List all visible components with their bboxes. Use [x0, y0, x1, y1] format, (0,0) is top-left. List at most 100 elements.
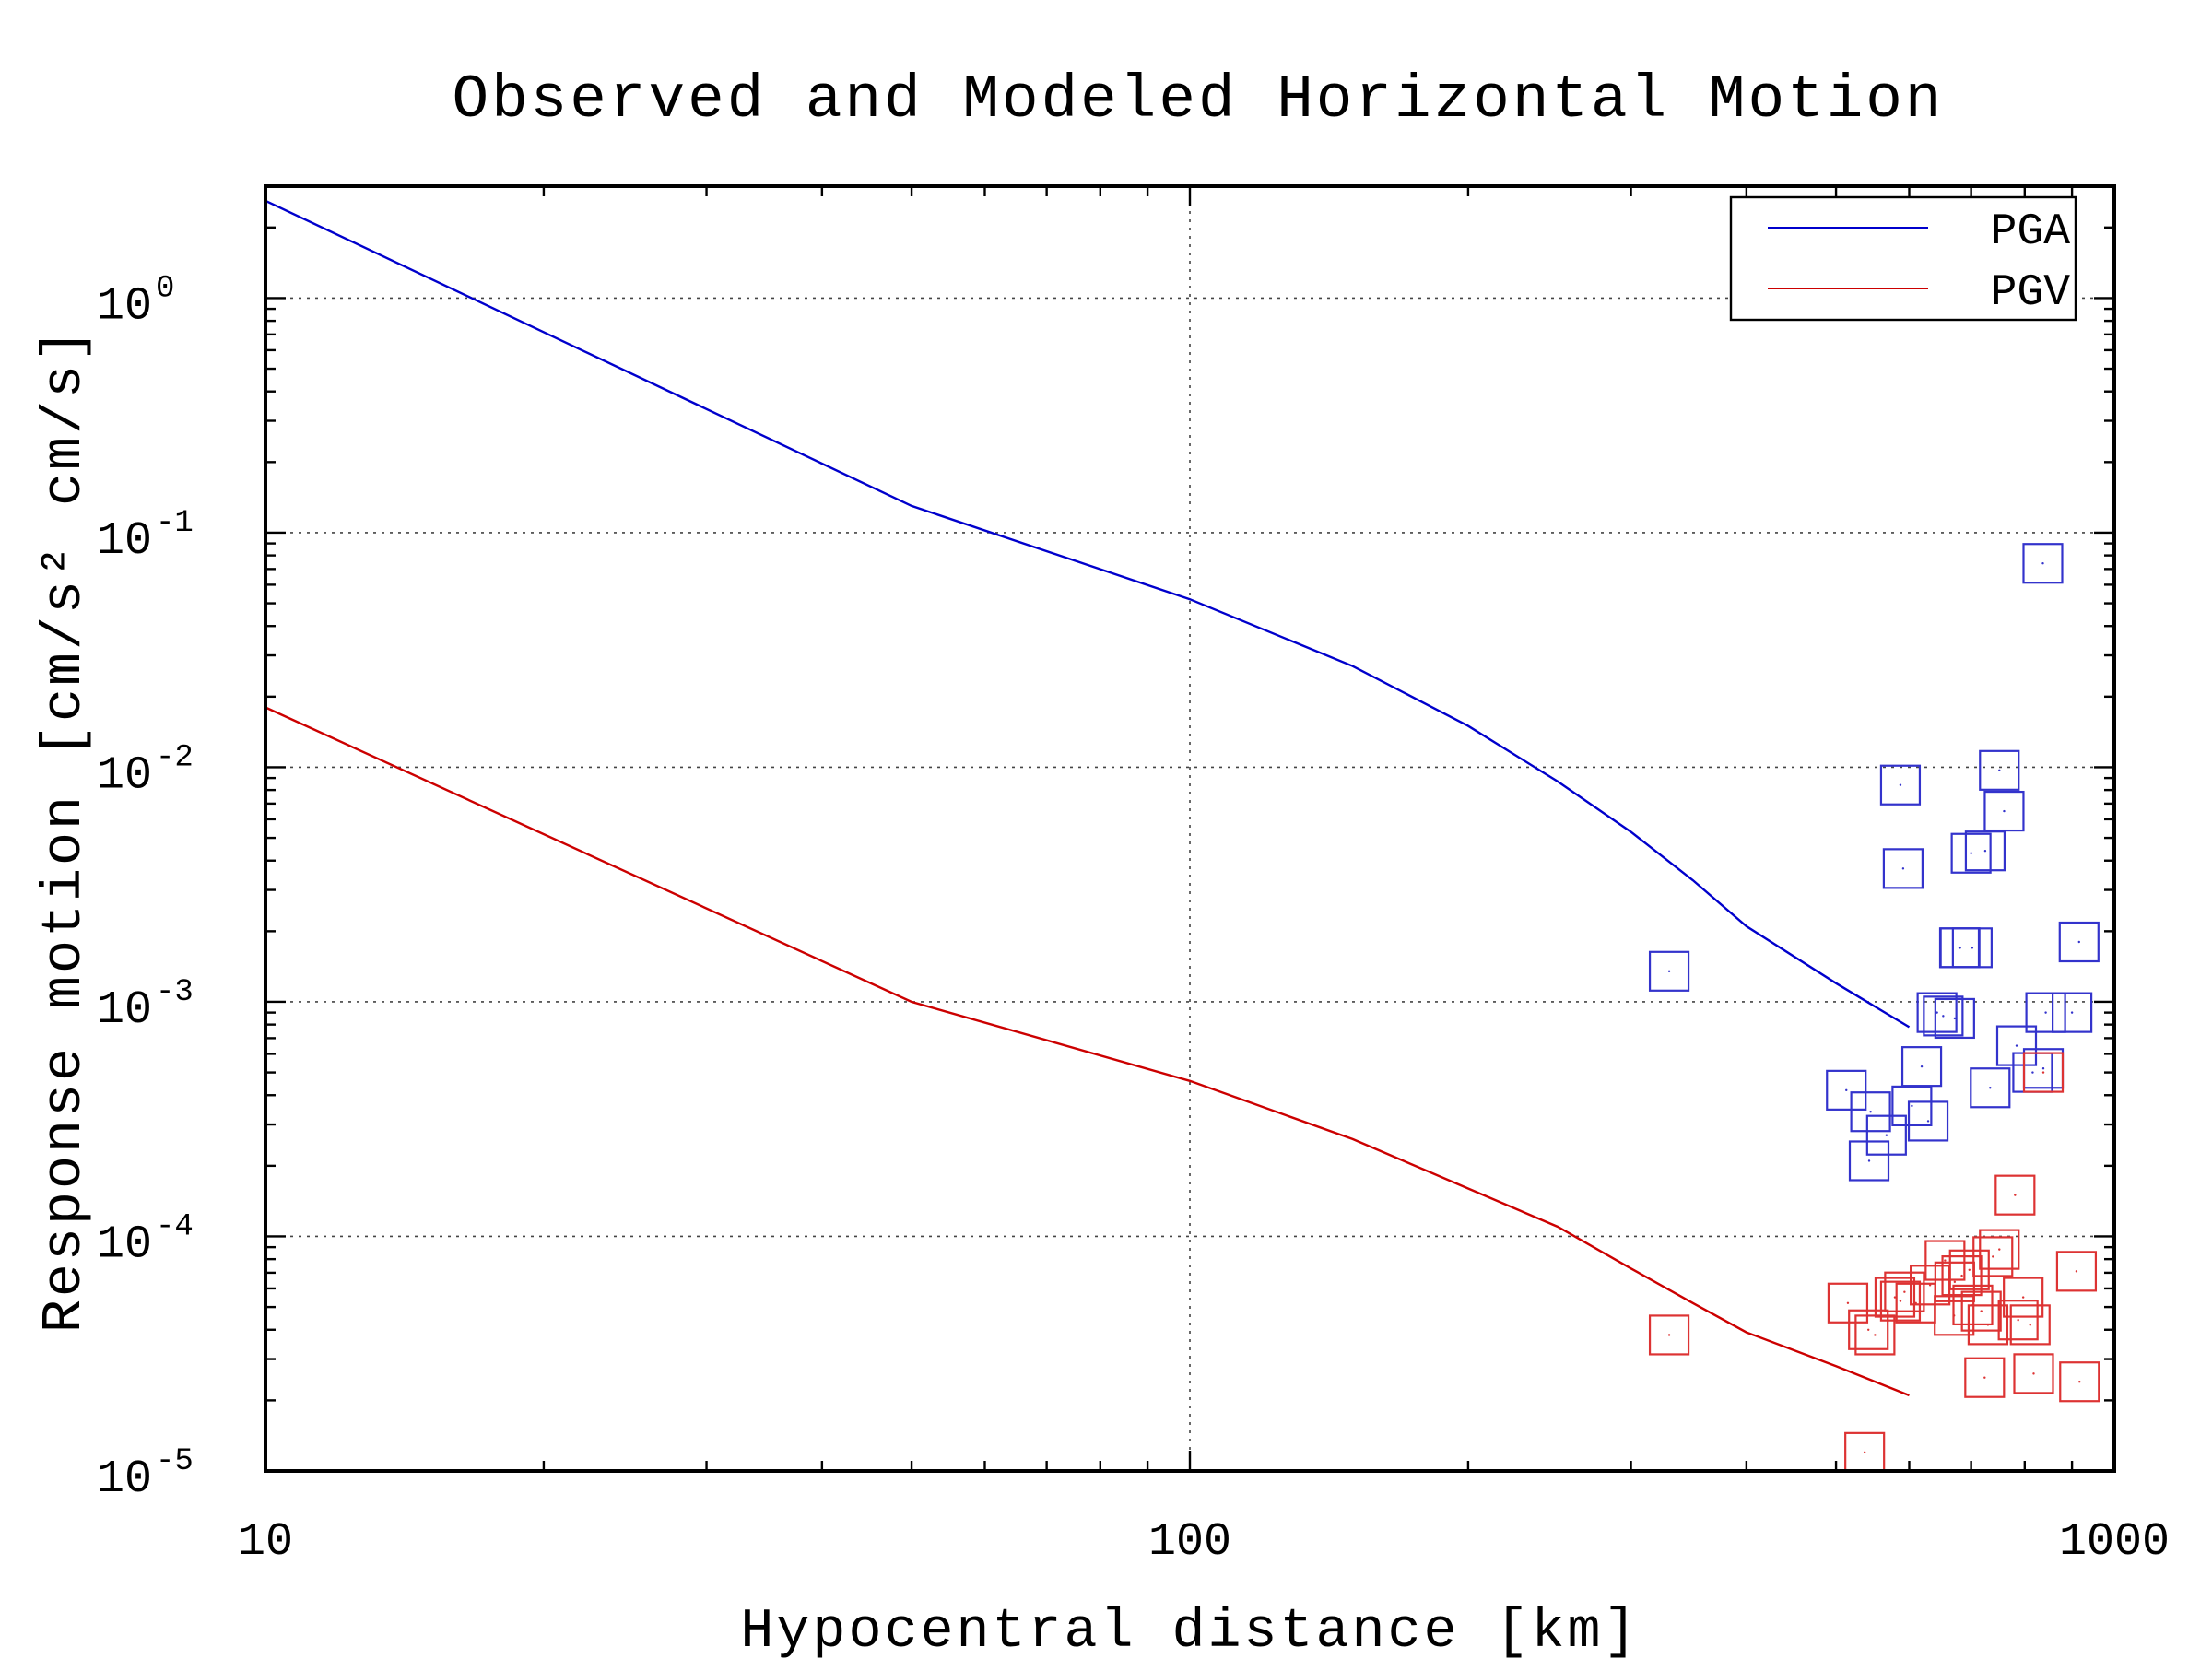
series-markers-pgv-observed: [1648, 1052, 2100, 1473]
data-point-marker: [1934, 1261, 1975, 1302]
data-point-marker: [1934, 997, 1975, 1040]
data-point-center: [1920, 1065, 1924, 1068]
legend-label-pgv: PGV: [1991, 268, 2071, 318]
data-point-center: [2075, 1270, 2078, 1273]
data-point-marker: [1972, 1236, 2014, 1277]
data-point-center: [1893, 1296, 1897, 1299]
data-point-marker: [1907, 1100, 1949, 1142]
data-point-center: [2078, 1381, 2081, 1383]
data-point-marker: [1648, 1314, 1690, 1356]
data-point-center: [2041, 562, 2044, 565]
data-point-marker: [1948, 1249, 1990, 1290]
data-point-marker: [2058, 921, 2100, 963]
chart-title: Observed and Modeled Horizontal Motion: [452, 65, 1944, 135]
data-point-center: [2003, 809, 2006, 813]
data-point-center: [1903, 1290, 1906, 1293]
data-point-center: [2029, 1324, 2031, 1326]
data-point-marker: [1882, 848, 1924, 889]
data-point-center: [2070, 1011, 2074, 1014]
data-point-marker: [1884, 1271, 1925, 1312]
data-point-center: [1989, 1087, 1992, 1089]
data-point-marker: [1827, 1282, 1869, 1324]
data-point-marker: [1848, 1140, 1890, 1182]
data-point-marker: [2003, 1277, 2044, 1318]
data-point-marker: [2022, 1052, 2065, 1093]
data-point-marker: [1964, 830, 2006, 872]
data-point-marker: [1979, 1229, 2020, 1270]
data-point-marker: [1850, 1091, 1891, 1133]
data-point-marker: [1923, 995, 1964, 1037]
y-tick-label: 10 -4: [97, 1209, 194, 1271]
data-point-marker: [1964, 1357, 2006, 1398]
legend: PGA PGV: [1729, 195, 2077, 322]
y-tick-label: 10 -2: [97, 740, 194, 802]
x-tick-label: 100: [1148, 1516, 1231, 1569]
data-point-marker: [1879, 1280, 1922, 1322]
legend-box: [1729, 195, 2077, 322]
data-point-center: [1986, 1324, 1990, 1326]
y-tick-label: 10 -5: [97, 1444, 194, 1506]
data-point-center: [1980, 1310, 1983, 1312]
grid: [265, 186, 2114, 1471]
data-point-marker: [1826, 1069, 1867, 1111]
data-point-center: [1928, 1284, 1932, 1287]
data-point-center: [2017, 1319, 2019, 1322]
data-point-marker: [2055, 1251, 2098, 1292]
data-point-center: [1942, 1015, 1945, 1018]
data-point-marker: [1970, 1067, 2011, 1109]
data-point-center: [1953, 1017, 1957, 1020]
data-point-center: [1998, 769, 2001, 772]
data-point-marker: [1916, 992, 1958, 1033]
data-point-center: [2021, 1296, 2025, 1299]
data-point-center: [2015, 1044, 2018, 1047]
series-markers-pga-observed: [1648, 543, 2100, 1182]
data-point-marker: [2025, 992, 2066, 1033]
data-point-marker: [1950, 832, 1992, 874]
x-tick-label: 1000: [2059, 1516, 2170, 1569]
data-point-marker: [2013, 1353, 2054, 1394]
data-point-center: [1869, 1111, 1872, 1113]
data-point-center: [2041, 1067, 2045, 1070]
data-point-marker: [1891, 1085, 1933, 1127]
data-point-center: [1983, 1376, 1986, 1379]
y-tick-label: 10 0: [97, 271, 174, 333]
series-line-pgv: [265, 706, 1910, 1397]
series-line-pga: [265, 199, 1911, 1029]
data-point-center: [1958, 947, 1961, 949]
data-point-center: [1936, 1011, 1938, 1014]
data-point-center: [2041, 1071, 2045, 1074]
y-tick-label: 10 -1: [97, 506, 194, 568]
data-point-center: [2031, 1071, 2034, 1074]
data-point-marker: [1997, 1300, 2039, 1341]
data-point-center: [1960, 1274, 1963, 1277]
data-point-center: [1998, 1248, 2001, 1251]
data-point-center: [1983, 850, 1987, 853]
data-point-center: [2014, 1194, 2017, 1196]
data-point-marker: [1979, 749, 2020, 791]
data-point-marker: [2052, 992, 2093, 1033]
x-axis-label: Hypocentral distance [km]: [740, 1601, 1639, 1659]
data-point-marker: [2022, 543, 2064, 584]
data-point-center: [1953, 1280, 1957, 1284]
data-point-center: [1970, 852, 1972, 854]
data-point-marker: [1983, 790, 2025, 832]
data-point-marker: [1960, 1290, 2002, 1332]
data-point-center: [1926, 1120, 1930, 1123]
data-point-center: [1874, 1334, 1877, 1336]
data-point-marker: [1951, 927, 1993, 969]
data-point-center: [1968, 1268, 1971, 1271]
plot-series: [265, 199, 2100, 1473]
data-point-center: [1667, 1334, 1671, 1336]
data-point-marker: [1879, 764, 1922, 806]
y-axis-label: Response motion [cm/s² cm/s]: [34, 326, 97, 1333]
data-point-center: [2032, 1372, 2035, 1375]
data-point-marker: [1924, 1240, 1966, 1281]
legend-label-pga: PGA: [1991, 207, 2071, 257]
data-point-marker: [1865, 1114, 1907, 1156]
data-point-center: [1845, 1088, 1848, 1092]
data-point-center: [1846, 1301, 1850, 1304]
data-point-center: [1899, 1300, 1902, 1302]
y-tick-label: 10 -3: [97, 975, 194, 1037]
